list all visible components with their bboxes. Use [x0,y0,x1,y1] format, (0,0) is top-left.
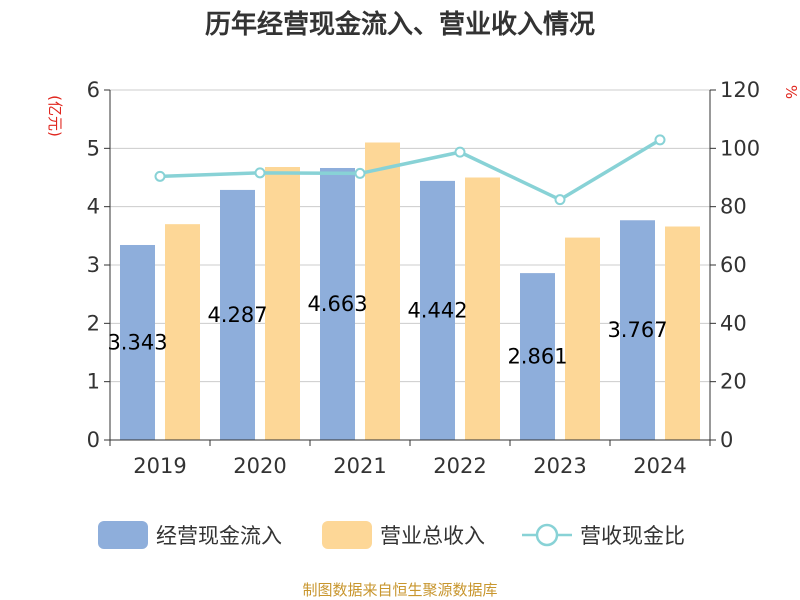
left-tick-label: 5 [87,136,100,160]
left-tick-label: 4 [87,195,100,219]
x-tick-label: 2024 [633,454,686,478]
ratio-point [154,170,166,182]
bar-value-label: 3.343 [107,330,167,354]
legend-label: 营业总收入 [380,524,485,548]
right-tick-label: 120 [720,78,760,102]
left-axis-unit: (亿元) [46,95,64,137]
right-tick-label: 20 [720,370,747,394]
left-tick-label: 0 [87,428,100,452]
bar-value-label: 4.663 [307,292,367,316]
left-tick-label: 6 [87,78,100,102]
x-tick-label: 2019 [133,454,186,478]
x-tick-label: 2021 [333,454,386,478]
x-tick-label: 2022 [433,454,486,478]
bar [620,220,655,440]
ratio-point [554,194,566,206]
ratio-line-path [159,138,661,202]
bar [120,244,155,440]
right-tick-label: 100 [720,136,760,160]
ratio-point [454,146,466,158]
source-note: 制图数据来自恒生聚源数据库 [302,581,497,599]
right-tick-label: 0 [720,428,733,452]
bar [365,142,400,440]
legend-swatch [322,521,372,549]
left-tick-label: 2 [87,311,100,335]
bar [265,167,300,440]
bar [165,224,200,440]
ratio-point [354,167,366,179]
legend-label: 营收现金比 [580,524,685,548]
bar-value-label: 4.442 [407,298,467,322]
bar-value-label: 3.767 [607,318,667,342]
bar [420,180,455,440]
bar [220,189,255,440]
bar-value-label: 2.861 [507,345,567,369]
right-tick-label: 80 [720,195,747,219]
right-axis-unit: % [782,85,800,99]
left-tick-label: 3 [87,253,100,277]
legend-label: 经营现金流入 [156,524,282,548]
bar-value-label: 4.287 [207,303,267,327]
ratio-line [154,134,666,206]
left-tick-label: 1 [87,370,100,394]
legend-swatch [98,521,148,549]
bars [120,142,700,440]
x-tick-label: 2023 [533,454,586,478]
x-tick-label: 2020 [233,454,286,478]
bar [465,177,500,440]
bar [565,237,600,440]
ratio-point [654,134,666,146]
ratio-point [254,167,266,179]
bar [665,226,700,440]
right-tick-label: 60 [720,253,747,277]
chart-title: 历年经营现金流入、营业收入情况 [205,9,595,40]
bar [520,273,555,440]
gridlines [110,89,710,441]
legend: 经营现金流入 营业总收入 营收现金比 [98,521,685,549]
right-tick-label: 40 [720,311,747,335]
bar [320,167,355,440]
data-labels: 3.343 4.287 4.663 4.442 2.861 3.767 [107,292,667,369]
legend-swatch-marker [535,523,559,547]
